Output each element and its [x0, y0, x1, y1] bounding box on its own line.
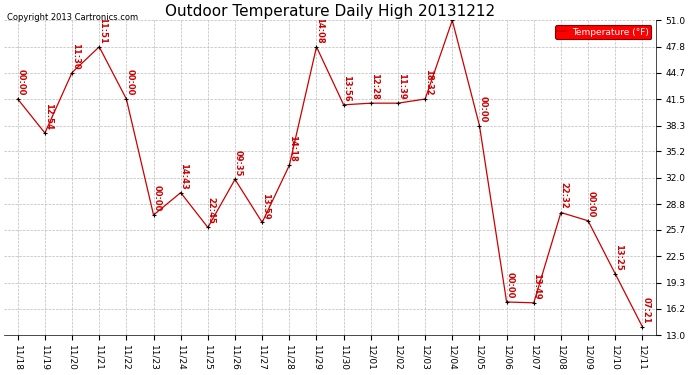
Text: 13:59: 13:59	[261, 192, 270, 219]
Text: 09:35: 09:35	[234, 150, 243, 176]
Text: 00:00: 00:00	[152, 185, 161, 211]
Legend: Temperature (°F): Temperature (°F)	[555, 25, 651, 39]
Text: 13:49: 13:49	[533, 273, 542, 300]
Text: 11:39: 11:39	[397, 73, 406, 100]
Text: Copyright 2013 Cartronics.com: Copyright 2013 Cartronics.com	[7, 13, 138, 22]
Text: 00:00: 00:00	[125, 69, 134, 96]
Text: 12:54: 12:54	[43, 103, 52, 130]
Text: 11:30: 11:30	[71, 43, 80, 69]
Text: 00:00: 00:00	[505, 272, 514, 298]
Title: Outdoor Temperature Daily High 20131212: Outdoor Temperature Daily High 20131212	[165, 4, 495, 19]
Text: 00:00: 00:00	[17, 69, 26, 96]
Text: 22:45: 22:45	[206, 197, 215, 224]
Text: 00:00: 00:00	[587, 191, 596, 217]
Text: 18:32: 18:32	[424, 69, 433, 96]
Text: 12:28: 12:28	[370, 73, 379, 100]
Text: 00:00: 00:00	[478, 96, 487, 122]
Text: 22:32: 22:32	[560, 183, 569, 209]
Text: 14:43: 14:43	[179, 163, 188, 189]
Text: 11:51: 11:51	[98, 16, 107, 44]
Text: 14:18: 14:18	[288, 135, 297, 162]
Text: 19:16: 19:16	[451, 0, 460, 17]
Text: 07:21: 07:21	[641, 297, 650, 324]
Text: 13:56: 13:56	[342, 75, 351, 102]
Text: 13:25: 13:25	[614, 244, 623, 270]
Text: 14:08: 14:08	[315, 17, 324, 44]
